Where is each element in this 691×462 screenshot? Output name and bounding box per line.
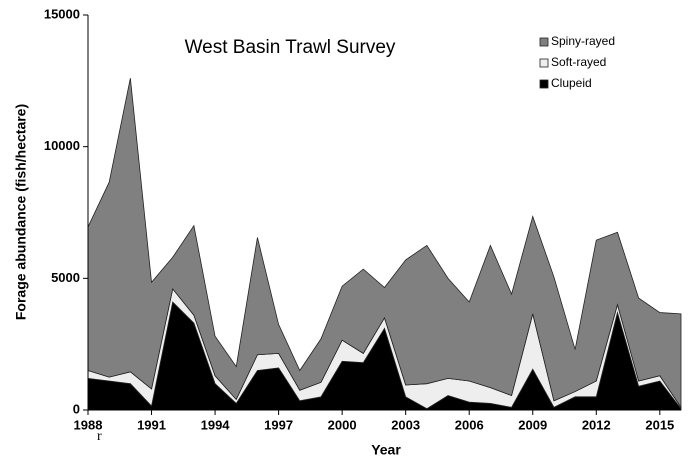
y-tick-label: 10000 (44, 138, 80, 153)
legend-swatch (539, 37, 549, 47)
x-tick-label: 1994 (201, 417, 231, 432)
y-tick-label: 0 (73, 401, 80, 416)
legend-label: Soft-rayed (551, 55, 606, 69)
legend-swatch (539, 58, 549, 68)
x-tick-label: 2006 (455, 417, 484, 432)
y-tick-label: 5000 (51, 270, 80, 285)
x-axis-label: Year (371, 442, 401, 458)
legend-label: Clupeid (551, 76, 592, 90)
x-tick-label: 1991 (137, 417, 166, 432)
legend-swatch (539, 79, 549, 89)
legend-label: Spiny-rayed (551, 34, 615, 48)
x-tick-label: 2003 (391, 417, 420, 432)
y-tick-label: 15000 (44, 6, 80, 21)
annotation: r (97, 429, 102, 444)
chart-title: West Basin Trawl Survey (185, 37, 396, 58)
x-tick-label: 2000 (328, 417, 357, 432)
x-tick-label: 2009 (518, 417, 547, 432)
x-tick-label: 1997 (264, 417, 293, 432)
x-tick-label: 1988 (74, 417, 103, 432)
x-tick-label: 2012 (582, 417, 611, 432)
area (87, 78, 682, 409)
y-axis-label: Forage abundance (fish/hectare) (13, 104, 29, 320)
x-tick-label: 2015 (645, 417, 674, 432)
